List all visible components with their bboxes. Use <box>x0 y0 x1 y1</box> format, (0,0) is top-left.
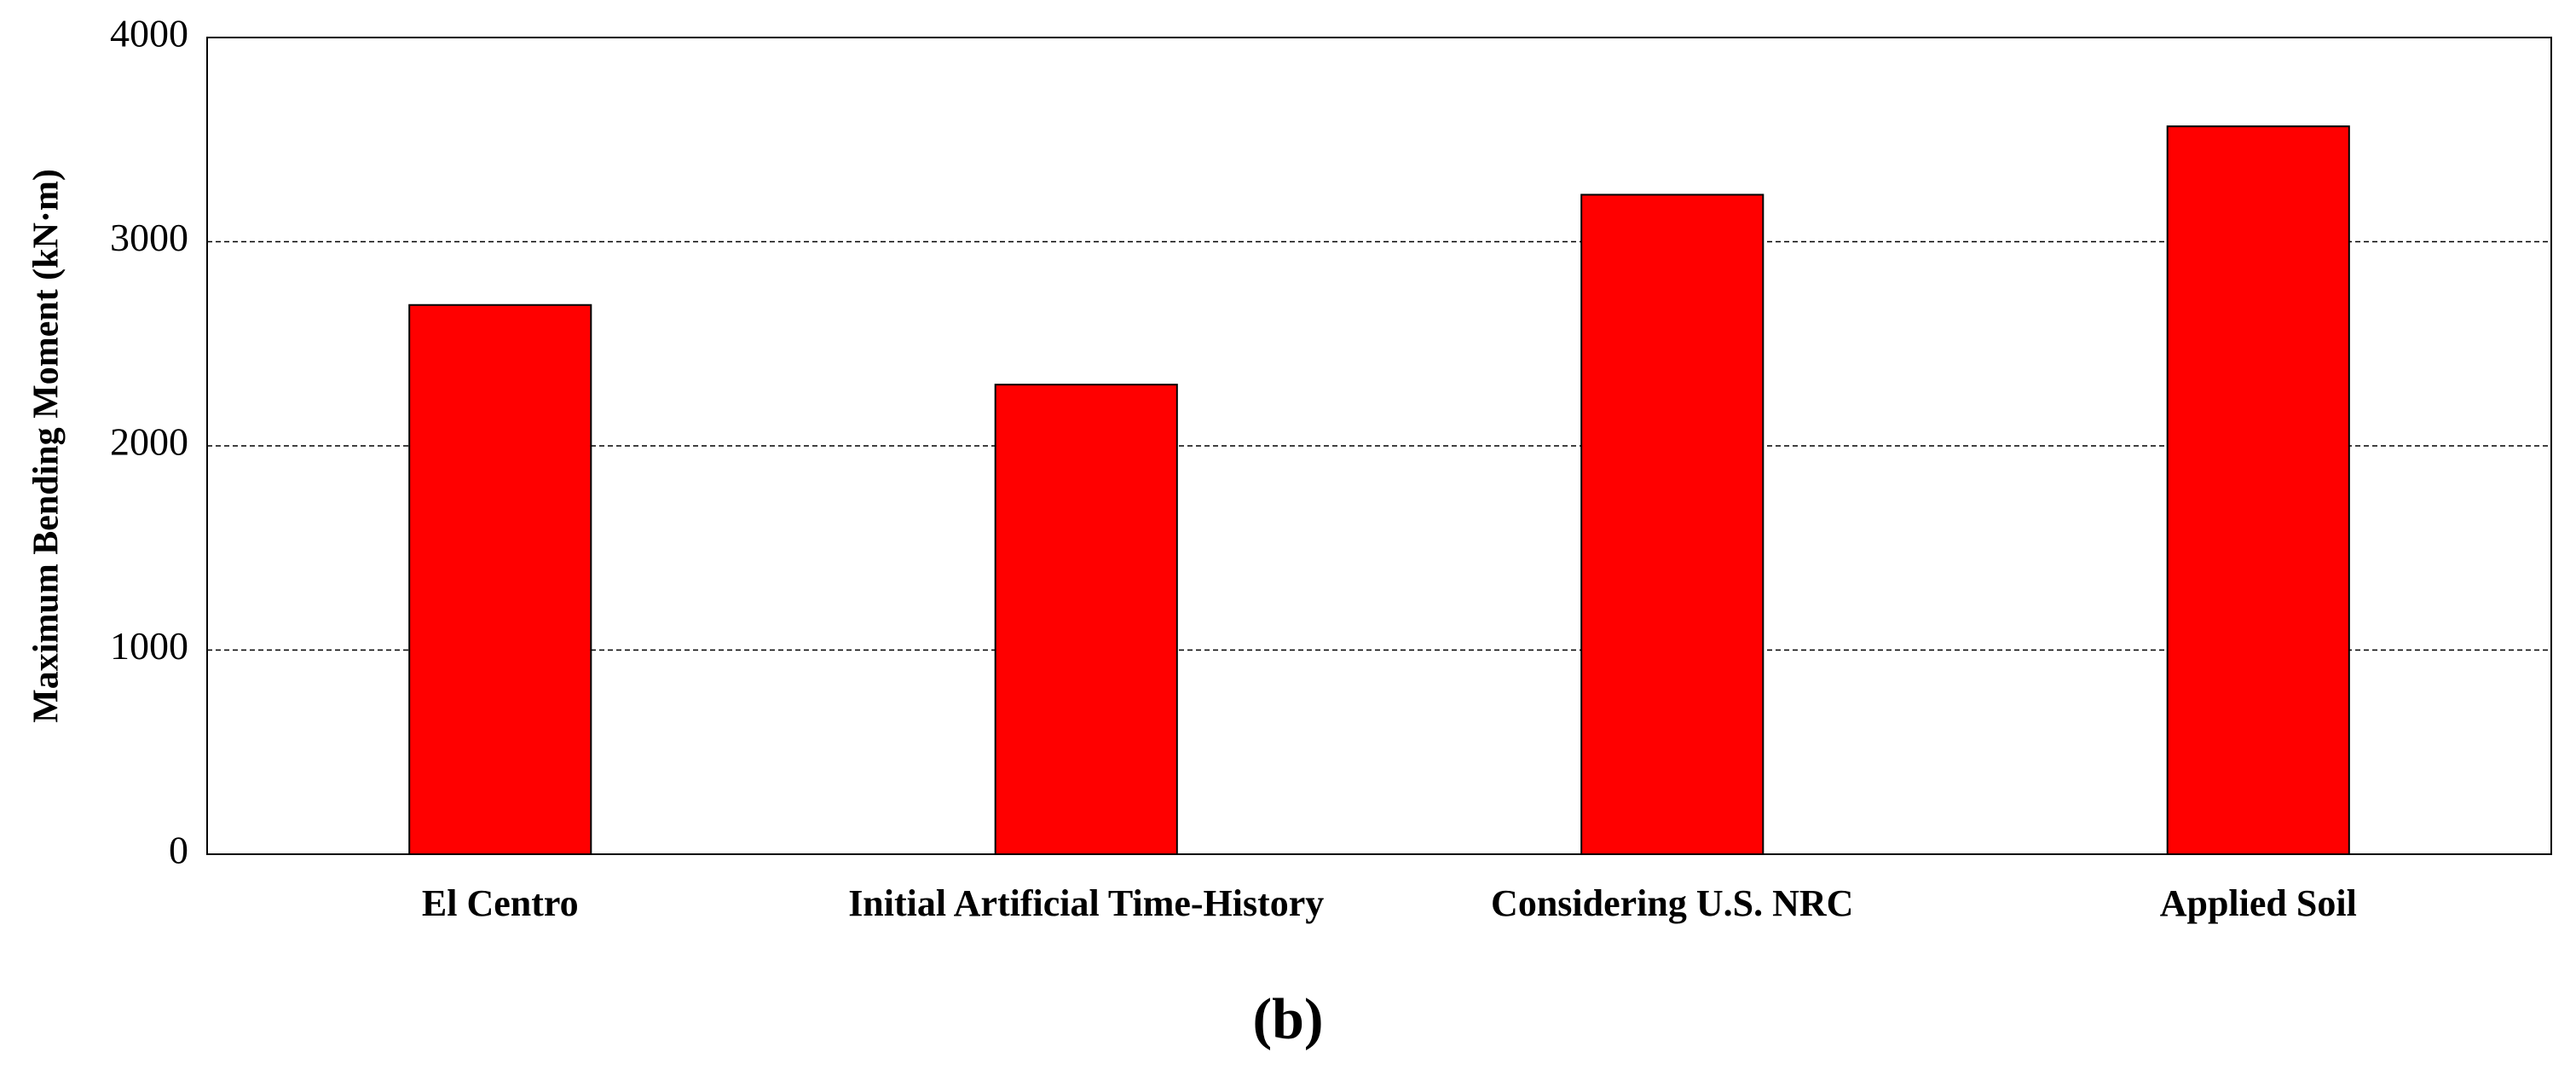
y-tick-label: 3000 <box>110 216 188 259</box>
bar <box>994 384 1178 855</box>
y-tick-label: 2000 <box>110 420 188 464</box>
y-axis-label: Maximum Bending Moment (kN·m) <box>27 169 66 723</box>
x-tick-label: Applied Soil <box>2160 882 2357 924</box>
bar <box>2166 125 2350 855</box>
y-tick-label: 4000 <box>110 12 188 55</box>
x-tick-label: El Centro <box>422 882 579 924</box>
panel-label: (b) <box>1252 986 1323 1051</box>
y-tick-label: 0 <box>169 829 188 872</box>
y-tick-label: 1000 <box>110 624 188 668</box>
bar <box>408 303 592 855</box>
x-tick-label: Initial Artificial Time-History <box>848 882 1324 924</box>
x-tick-label: Considering U.S. NRC <box>1491 882 1853 924</box>
plot-frame <box>206 37 2552 855</box>
bar <box>1580 194 1765 856</box>
